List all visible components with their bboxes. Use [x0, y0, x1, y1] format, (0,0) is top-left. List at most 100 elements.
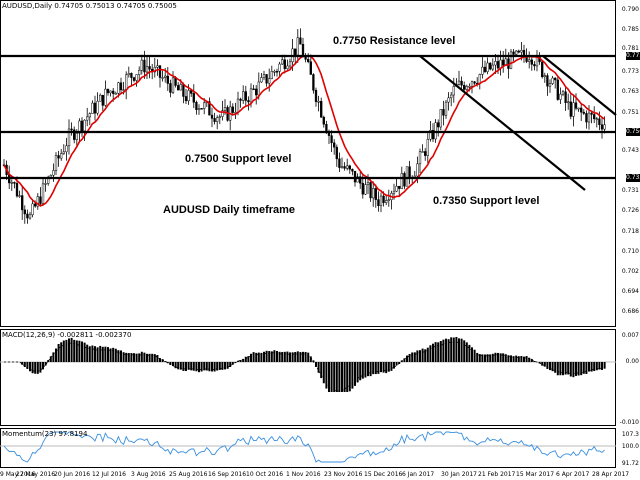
- macd-bar: [517, 356, 520, 362]
- candle-body: [491, 64, 494, 70]
- candle-body: [408, 166, 411, 179]
- momentum-label: Momentum(23) 97.8194: [2, 430, 88, 438]
- candle-body: [382, 195, 385, 203]
- macd-bar: [564, 362, 567, 375]
- candle-body: [486, 62, 489, 72]
- candle-body: [452, 86, 455, 96]
- candle-body: [130, 72, 133, 78]
- macd-bar: [278, 351, 281, 362]
- macd-bar: [135, 353, 138, 362]
- macd-bar: [377, 362, 380, 374]
- price-tick: 0.785: [621, 26, 639, 33]
- candle-body: [192, 93, 195, 103]
- candle-body: [200, 108, 203, 110]
- candle-body: [140, 59, 143, 71]
- candle-body: [73, 129, 76, 140]
- candle-body: [387, 199, 390, 202]
- macd-bar: [421, 348, 424, 362]
- candle-body: [468, 85, 471, 88]
- candle-body: [470, 81, 474, 87]
- price-box-resistance: 0.775: [626, 52, 640, 60]
- price-tick: 0.686: [621, 308, 639, 315]
- macd-bar: [512, 356, 515, 362]
- macd-bar: [213, 362, 216, 372]
- candle-body: [44, 183, 47, 185]
- candle-body: [96, 100, 99, 114]
- macd-bar: [426, 347, 429, 362]
- date-tick: 30 Jan 2017: [441, 471, 477, 478]
- macd-bar: [348, 362, 351, 392]
- macd-bar: [44, 362, 47, 366]
- candle-body: [158, 65, 162, 78]
- candle-body: [494, 61, 497, 66]
- macd-bar: [304, 351, 307, 362]
- candle-body: [52, 170, 55, 176]
- macd-bar: [494, 352, 497, 362]
- candle-body: [184, 96, 188, 102]
- price-tick: 0.781: [621, 45, 639, 52]
- candle-body: [473, 81, 476, 84]
- symbol-info-label: AUDUSD,Daily 0.74705 0.75013 0.74705 0.7…: [2, 2, 177, 10]
- candle-body: [62, 151, 65, 154]
- candle-body: [255, 88, 258, 96]
- candle-body: [99, 94, 102, 102]
- candle-body: [171, 77, 175, 93]
- candle-body: [405, 166, 409, 187]
- candle-body: [34, 203, 37, 207]
- macd-bar: [603, 362, 606, 369]
- candle-body: [431, 129, 435, 140]
- macd-bar: [309, 356, 312, 362]
- macd-signal-line: [4, 341, 603, 392]
- macd-bar: [179, 362, 182, 370]
- candle-body: [551, 77, 554, 84]
- macd-bar: [161, 359, 164, 362]
- date-tick: 23 Nov 2016: [324, 471, 363, 478]
- price-tick: 0.726: [621, 207, 639, 214]
- macd-bar: [94, 346, 96, 362]
- macd-bar: [351, 362, 354, 389]
- price-tick: 0.773: [621, 68, 639, 75]
- candle-body: [348, 165, 351, 170]
- candle-body: [104, 88, 107, 106]
- macd-bar: [299, 352, 302, 362]
- trendline-lower[interactable]: [419, 55, 586, 191]
- candle-body: [145, 66, 149, 73]
- candle-body: [265, 74, 268, 84]
- candle-body: [450, 94, 453, 99]
- macd-bar: [99, 345, 102, 362]
- date-tick: 3 Aug 2016: [131, 471, 166, 478]
- macd-tick: 0.00: [625, 358, 639, 365]
- date-tick: 12 Jul 2016: [92, 471, 126, 478]
- candle-body: [268, 78, 271, 84]
- macd-bar: [504, 354, 507, 362]
- macd-bar: [211, 362, 213, 372]
- macd-bar: [151, 353, 154, 362]
- macd-bar: [36, 362, 39, 374]
- candle-body: [187, 90, 190, 102]
- macd-bar: [338, 362, 341, 392]
- macd-bar: [104, 346, 107, 362]
- candle-body: [582, 111, 585, 114]
- annotation-support-07500: 0.7500 Support level: [185, 153, 292, 165]
- candle-body: [343, 166, 346, 169]
- candle-body: [463, 85, 466, 90]
- candle-body: [561, 91, 565, 95]
- macd-bar: [268, 351, 271, 362]
- candle-body: [239, 98, 242, 101]
- macd-bar: [395, 362, 398, 366]
- candle-body: [528, 59, 531, 62]
- candle-body: [93, 102, 97, 114]
- macd-bar: [432, 343, 434, 362]
- macd-bar: [127, 353, 130, 362]
- macd-bar: [465, 342, 468, 362]
- macd-bar: [198, 362, 200, 373]
- trendline-upper[interactable]: [542, 55, 617, 116]
- candle-body: [18, 195, 21, 197]
- date-tick: 10 Oct 2016: [246, 471, 284, 478]
- candle-body: [398, 185, 401, 189]
- macd-bar: [112, 347, 115, 362]
- macd-bar: [416, 350, 419, 362]
- date-tick: 21 Feb 2017: [478, 471, 516, 478]
- macd-bar: [325, 362, 328, 389]
